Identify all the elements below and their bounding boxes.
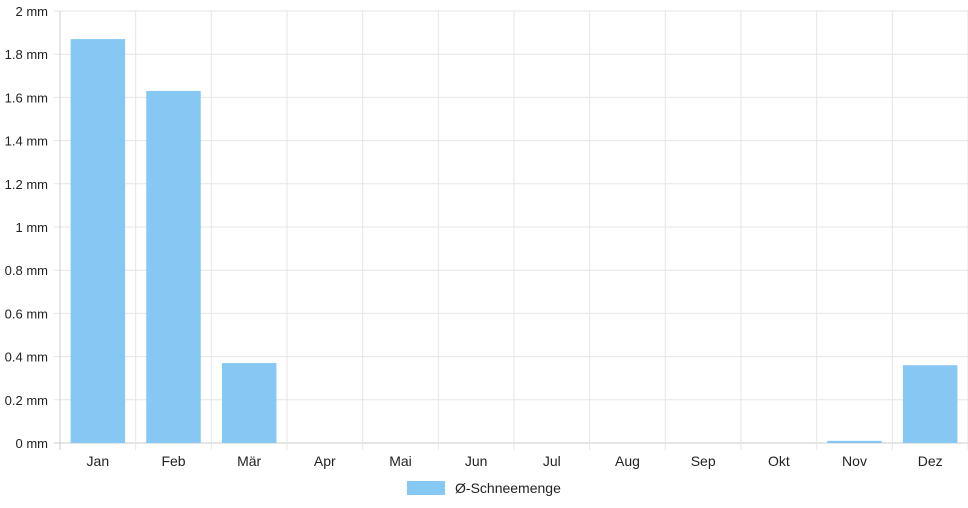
x-tick-label: Feb — [161, 453, 185, 469]
legend[interactable]: Ø-Schneemenge — [0, 480, 968, 496]
x-tick-label: Aug — [615, 453, 640, 469]
x-tick-label: Sep — [691, 453, 716, 469]
x-tick-label: Dez — [918, 453, 943, 469]
bar-mär — [221, 363, 277, 443]
x-tick-label: Okt — [768, 453, 790, 469]
x-tick-label: Apr — [314, 453, 336, 469]
x-tick-label: Mai — [389, 453, 412, 469]
y-tick-label: 1.2 mm — [5, 177, 48, 192]
y-tick-label: 1 mm — [16, 220, 49, 235]
x-tick-label: Nov — [842, 453, 867, 469]
y-tick-label: 0 mm — [16, 436, 49, 451]
legend-swatch — [407, 481, 446, 495]
axis-layer: 0 mm 0.2 mm 0.4 mm 0.6 mm 0.8 mm 1 mm 1.2 mm 1.… — [5, 4, 943, 469]
y-tick-label: 1.6 mm — [5, 90, 48, 105]
y-tick-label: 0.6 mm — [5, 306, 48, 321]
x-tick-label: Mär — [237, 453, 261, 469]
snow-bar-chart: 0 mm 0.2 mm 0.4 mm 0.6 mm 0.8 mm 1 mm 1.2 mm 1.… — [5, 4, 968, 469]
y-tick-label: 2 mm — [16, 4, 49, 19]
grid-layer — [54, 10, 968, 450]
bar-jan — [70, 39, 126, 444]
bar-dez — [902, 365, 958, 443]
y-tick-label: 0.2 mm — [5, 393, 48, 408]
bar-feb — [146, 90, 201, 444]
x-tick-label: Jul — [543, 453, 561, 469]
x-tick-label: Jan — [87, 453, 110, 469]
legend-label: Ø-Schneemenge — [455, 480, 561, 496]
y-tick-label: 1.4 mm — [5, 134, 48, 149]
bar-layer — [70, 39, 958, 444]
x-tick-label: Jun — [465, 453, 488, 469]
bar-nov — [827, 440, 882, 443]
y-tick-label: 0.8 mm — [5, 263, 48, 278]
y-tick-label: 1.8 mm — [5, 47, 48, 62]
y-tick-label: 0.4 mm — [5, 350, 48, 365]
